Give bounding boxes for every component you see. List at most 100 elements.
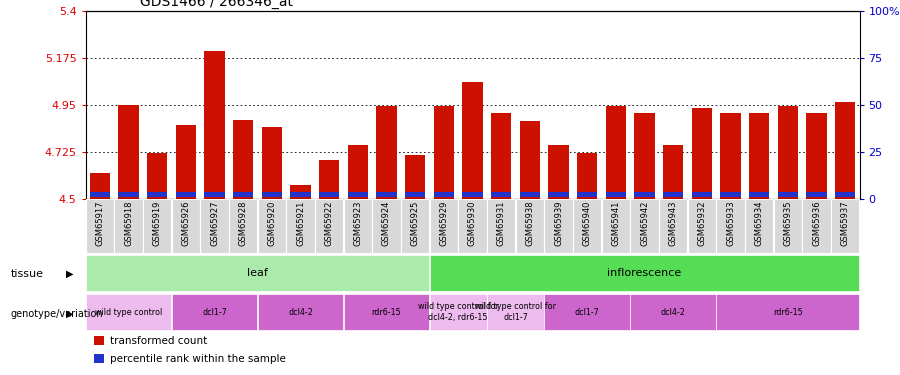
Bar [806, 113, 826, 199]
Text: dcl4-2: dcl4-2 [288, 308, 313, 316]
Text: GSM65917: GSM65917 [95, 200, 104, 246]
Bar [147, 153, 167, 199]
Text: GSM65940: GSM65940 [582, 200, 591, 246]
Text: GSM65935: GSM65935 [783, 200, 792, 246]
Bar [430, 255, 860, 291]
Text: GSM65927: GSM65927 [210, 200, 219, 246]
Bar [233, 120, 253, 199]
Bar [458, 199, 487, 253]
Bar [286, 199, 314, 253]
Bar [520, 192, 540, 196]
Bar [602, 199, 630, 253]
Bar [544, 199, 572, 253]
Bar [376, 192, 397, 196]
Bar [262, 192, 282, 196]
Text: GSM65932: GSM65932 [698, 200, 706, 246]
Text: transformed count: transformed count [110, 336, 207, 345]
Bar [634, 192, 654, 196]
Bar [577, 192, 598, 196]
Text: ▶: ▶ [66, 309, 73, 319]
Bar [94, 336, 104, 345]
Bar [86, 199, 114, 253]
Text: GSM65930: GSM65930 [468, 200, 477, 246]
Bar [176, 125, 196, 199]
Bar [401, 199, 429, 253]
Text: GSM65926: GSM65926 [181, 200, 190, 246]
Bar [434, 192, 454, 196]
Bar [143, 199, 171, 253]
Text: dcl4-2: dcl4-2 [661, 308, 686, 316]
Bar [405, 192, 425, 196]
Text: wild type control for
dcl4-2, rdr6-15: wild type control for dcl4-2, rdr6-15 [418, 303, 499, 322]
Bar [320, 192, 339, 196]
Bar [463, 82, 482, 199]
Bar [716, 294, 860, 330]
Text: GSM65925: GSM65925 [410, 200, 419, 246]
Bar [774, 199, 802, 253]
Bar [721, 113, 741, 199]
Bar [749, 113, 770, 199]
Bar [663, 192, 683, 196]
Bar [233, 192, 253, 196]
Bar [291, 192, 310, 196]
Bar [315, 199, 343, 253]
Bar [291, 185, 310, 199]
Bar [172, 294, 257, 330]
Bar [94, 354, 104, 363]
Text: rdr6-15: rdr6-15 [773, 308, 803, 316]
Bar [806, 192, 826, 196]
Text: dcl1-7: dcl1-7 [575, 308, 599, 316]
Text: wild type control: wild type control [94, 308, 162, 316]
Bar [577, 153, 598, 199]
Bar [344, 294, 429, 330]
Bar [347, 192, 368, 196]
Bar [516, 199, 544, 253]
Text: GSM65923: GSM65923 [354, 200, 363, 246]
Bar [634, 113, 654, 199]
Bar [257, 199, 286, 253]
Text: GSM65928: GSM65928 [238, 200, 248, 246]
Bar [201, 199, 229, 253]
Bar [659, 199, 688, 253]
Text: GSM65921: GSM65921 [296, 200, 305, 246]
Bar [631, 199, 659, 253]
Text: leaf: leaf [248, 268, 268, 278]
Text: GSM65918: GSM65918 [124, 200, 133, 246]
Bar [262, 127, 282, 199]
Bar [491, 113, 511, 199]
Bar [663, 145, 683, 199]
Text: percentile rank within the sample: percentile rank within the sample [110, 354, 285, 364]
Bar [114, 199, 142, 253]
Text: GSM65937: GSM65937 [841, 200, 850, 246]
Bar [172, 199, 200, 253]
Bar [463, 192, 482, 196]
Text: GSM65933: GSM65933 [726, 200, 735, 246]
Bar [803, 199, 831, 253]
Bar [520, 121, 540, 199]
Text: genotype/variation: genotype/variation [11, 309, 104, 319]
Bar [405, 155, 425, 199]
Bar [548, 192, 569, 196]
Text: GSM65938: GSM65938 [526, 200, 535, 246]
Text: ▶: ▶ [66, 269, 73, 279]
Bar [778, 192, 798, 196]
Bar [778, 106, 798, 199]
Bar [688, 199, 716, 253]
Bar [430, 199, 458, 253]
Bar [90, 173, 110, 199]
Bar [147, 192, 167, 196]
Text: rdr6-15: rdr6-15 [372, 308, 401, 316]
Bar [373, 199, 400, 253]
Bar [230, 199, 257, 253]
Bar [90, 192, 110, 196]
Text: inflorescence: inflorescence [608, 268, 681, 278]
Bar [344, 199, 372, 253]
Bar [721, 192, 741, 196]
Bar [606, 106, 626, 199]
Bar [544, 294, 630, 330]
Bar [749, 192, 770, 196]
Text: GSM65942: GSM65942 [640, 200, 649, 246]
Bar [86, 255, 429, 291]
Bar [573, 199, 601, 253]
Bar [487, 294, 544, 330]
